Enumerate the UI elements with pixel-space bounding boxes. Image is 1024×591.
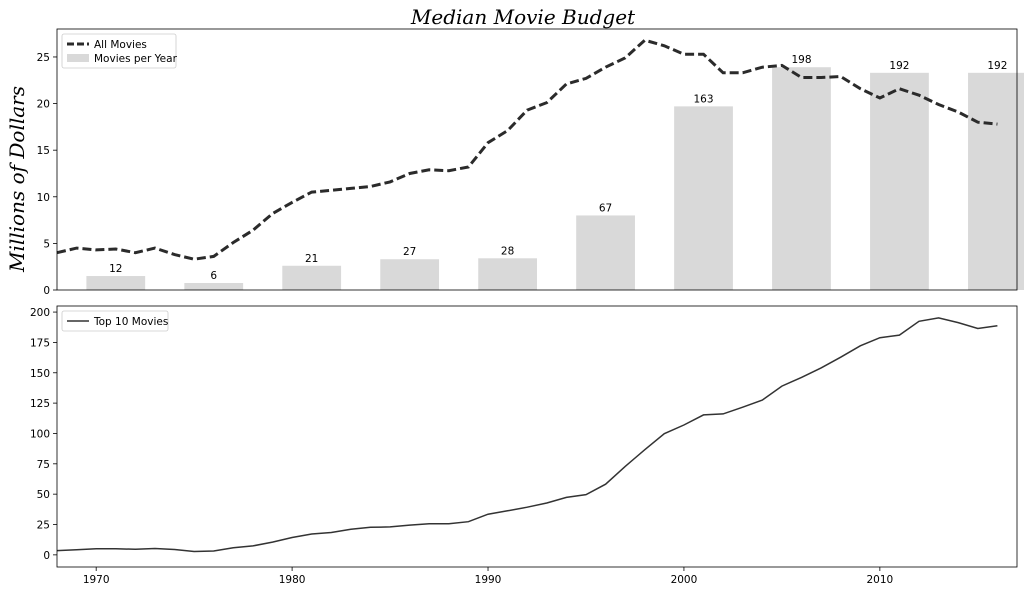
top-ytick-label: 10 (37, 192, 50, 204)
bar-series-movies-per-year (86, 67, 1024, 290)
bar-label-1996: 67 (599, 202, 612, 214)
bar-1991 (478, 258, 537, 290)
bottom-xtick-label: 1970 (83, 574, 110, 586)
bottom-legend: Top 10 Movies (61, 310, 169, 332)
bottom-panel: 0 25 50 75 100 125 150 175 200 1970 1980 1990 2000 2… (30, 305, 1018, 586)
top-ytick-label: 20 (37, 99, 50, 111)
top-legend: All Movies Movies per Year (61, 33, 178, 69)
bottom-xtick-label: 1980 (279, 574, 306, 586)
legend-label-all-movies: All Movies (94, 39, 147, 51)
bar-label-2016: 192 (987, 60, 1007, 72)
bar-2006 (772, 67, 831, 290)
bottom-xtick-label: 1990 (475, 574, 502, 586)
bottom-ytick-label: 75 (37, 459, 50, 471)
top-panel-frame (56, 28, 1018, 291)
bottom-y-axis-ticks: 0 25 50 75 100 125 150 175 200 (30, 307, 57, 562)
bar-value-labels: 12 6 21 27 28 67 163 198 192 192 (109, 54, 1007, 282)
bottom-ytick-label: 150 (30, 368, 50, 380)
bottom-ytick-label: 25 (37, 520, 50, 532)
top-ytick-label: 25 (37, 52, 50, 64)
line-series-all-movies (56, 38, 998, 261)
bottom-ytick-label: 125 (30, 398, 50, 410)
bar-label-1981: 21 (305, 253, 318, 265)
bar-label-2006: 198 (791, 54, 811, 66)
bar-2011 (870, 72, 929, 290)
bar-label-2011: 192 (889, 60, 909, 72)
bar-1976 (184, 283, 244, 290)
bottom-ytick-label: 0 (43, 550, 50, 562)
bottom-ytick-label: 200 (30, 307, 50, 319)
bar-1981 (282, 265, 342, 290)
legend-swatch-movies-per-year (67, 54, 89, 62)
bar-label-2001: 163 (694, 93, 714, 105)
bar-label-1991: 28 (501, 245, 514, 257)
bar-1996 (576, 215, 635, 290)
bar-label-1971: 12 (109, 263, 122, 275)
y-axis-label: Millions of Dollars (5, 86, 29, 273)
chart-title: Median Movie Budget (410, 5, 636, 29)
top-ytick-label: 15 (37, 145, 50, 157)
bottom-ytick-label: 50 (37, 489, 50, 501)
legend-label-movies-per-year: Movies per Year (94, 53, 178, 65)
bottom-x-axis-ticks: 1970 1980 1990 2000 2010 (83, 567, 893, 586)
bar-2001 (674, 106, 733, 290)
bar-label-1976: 6 (210, 270, 217, 282)
bar-label-1986: 27 (403, 246, 416, 258)
bar-1971 (86, 276, 146, 290)
line-series-top-10-movies (56, 317, 998, 553)
bottom-xtick-label: 2000 (671, 574, 698, 586)
top-y-axis-ticks: 0 5 10 15 20 25 (37, 52, 57, 297)
bottom-legend-box (61, 310, 169, 332)
bottom-panel-frame (56, 305, 1018, 568)
bottom-ytick-label: 175 (30, 337, 50, 349)
legend-label-top-10-movies: Top 10 Movies (93, 316, 168, 328)
bottom-ytick-label: 100 (30, 428, 50, 440)
bar-1986 (380, 259, 440, 290)
top-ytick-label: 5 (43, 238, 50, 250)
top-legend-box (61, 33, 177, 69)
bottom-xtick-label: 2010 (866, 574, 893, 586)
bar-2016 (968, 72, 1024, 290)
top-ytick-label: 0 (43, 285, 50, 297)
top-panel: 12 6 21 27 28 67 163 198 192 192 0 5 10 15 20 25 All M… (37, 28, 1024, 297)
